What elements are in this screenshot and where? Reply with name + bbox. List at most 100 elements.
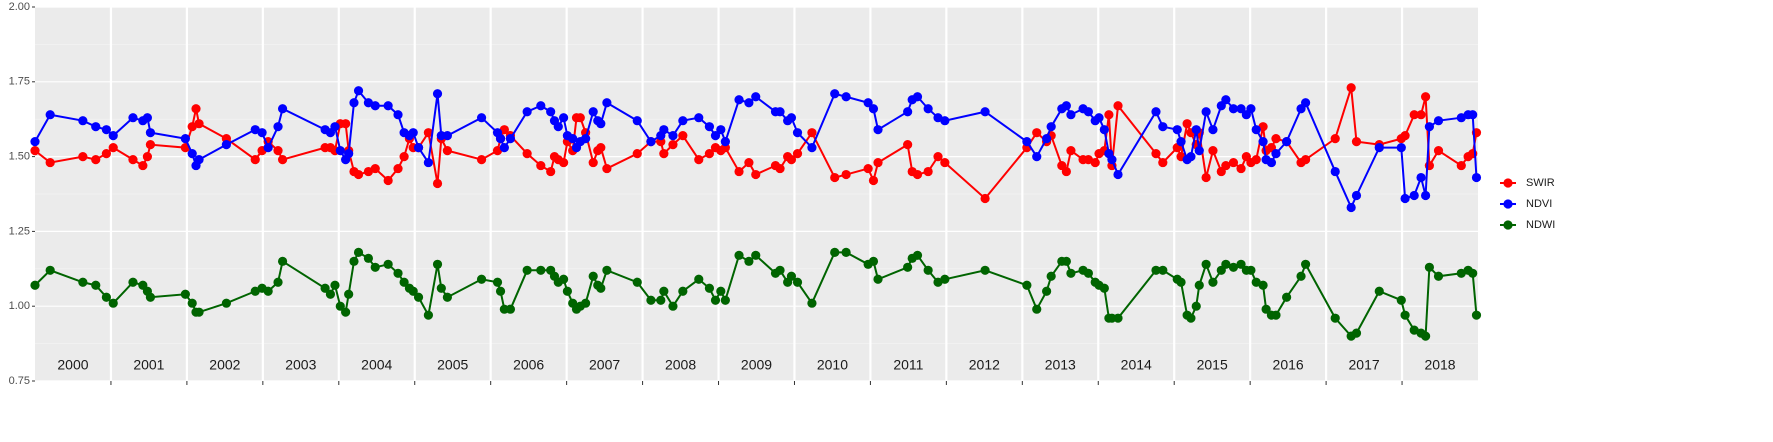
point [1261, 304, 1271, 314]
point [807, 143, 817, 153]
point [45, 265, 55, 275]
point [678, 131, 688, 141]
point [1433, 271, 1444, 281]
point [933, 152, 943, 162]
point [370, 101, 380, 111]
point [101, 292, 111, 302]
point [786, 271, 797, 281]
series [30, 83, 1482, 204]
point [194, 119, 204, 129]
point [1300, 154, 1311, 165]
point [786, 154, 797, 165]
point [399, 152, 409, 162]
point [1468, 110, 1478, 120]
point [442, 131, 452, 141]
point [1471, 310, 1482, 320]
point [353, 169, 364, 180]
point [423, 310, 434, 320]
point [142, 152, 153, 162]
point [830, 247, 840, 257]
point [863, 163, 873, 174]
point [912, 92, 923, 102]
point [78, 152, 88, 162]
point [442, 146, 452, 156]
point [710, 131, 721, 141]
point [1104, 110, 1114, 120]
point [145, 292, 156, 302]
point [145, 140, 156, 150]
point [353, 247, 364, 257]
point [30, 146, 40, 156]
year-label: 2008 [665, 357, 696, 373]
point [632, 277, 642, 287]
point [678, 116, 688, 126]
point [1151, 107, 1161, 117]
point [1416, 110, 1426, 120]
point [363, 253, 374, 263]
point [1258, 280, 1268, 290]
point [91, 280, 101, 290]
point [1099, 283, 1109, 293]
point [553, 122, 563, 132]
year-label: 2017 [1349, 357, 1380, 373]
point [792, 277, 803, 287]
point [1409, 110, 1419, 120]
point [194, 307, 204, 317]
point [830, 89, 840, 99]
year-label: 2010 [817, 357, 848, 373]
point [1251, 154, 1261, 165]
legend-point [1503, 220, 1513, 230]
point [128, 113, 138, 123]
point [442, 292, 452, 302]
point [138, 160, 148, 171]
point [1346, 83, 1356, 93]
point [277, 104, 288, 114]
point [873, 274, 883, 284]
point [1046, 122, 1056, 132]
point [536, 160, 546, 171]
point [863, 98, 873, 108]
point [659, 286, 669, 296]
year-label: 2011 [893, 357, 923, 373]
point [1221, 259, 1231, 269]
point [1107, 154, 1117, 165]
point [476, 113, 487, 123]
point [923, 166, 933, 177]
point [344, 149, 354, 159]
point [1236, 104, 1246, 114]
year-label: 2003 [285, 357, 316, 373]
point [903, 262, 913, 272]
point [1201, 107, 1211, 117]
point [180, 289, 190, 299]
point [413, 143, 424, 153]
point [1083, 107, 1093, 117]
point [1330, 313, 1340, 323]
point [868, 256, 879, 266]
point [187, 298, 197, 308]
point [1396, 295, 1406, 305]
point [558, 113, 569, 123]
point [194, 154, 204, 165]
point [646, 137, 656, 147]
point [1158, 122, 1168, 132]
point [940, 157, 950, 168]
year-label: 2001 [133, 357, 164, 373]
point [656, 295, 666, 305]
point [495, 134, 506, 144]
point [575, 113, 585, 123]
point [1246, 104, 1256, 114]
point [980, 265, 990, 275]
point [1176, 137, 1186, 147]
point [1061, 101, 1071, 111]
point [108, 143, 118, 153]
point [1194, 146, 1204, 156]
point [1032, 128, 1042, 138]
point [499, 143, 509, 153]
point [187, 149, 197, 159]
year-label: 2018 [1424, 357, 1455, 373]
point [101, 149, 111, 159]
point [1420, 190, 1431, 201]
point [349, 256, 359, 266]
point [694, 154, 704, 165]
point [330, 280, 340, 290]
